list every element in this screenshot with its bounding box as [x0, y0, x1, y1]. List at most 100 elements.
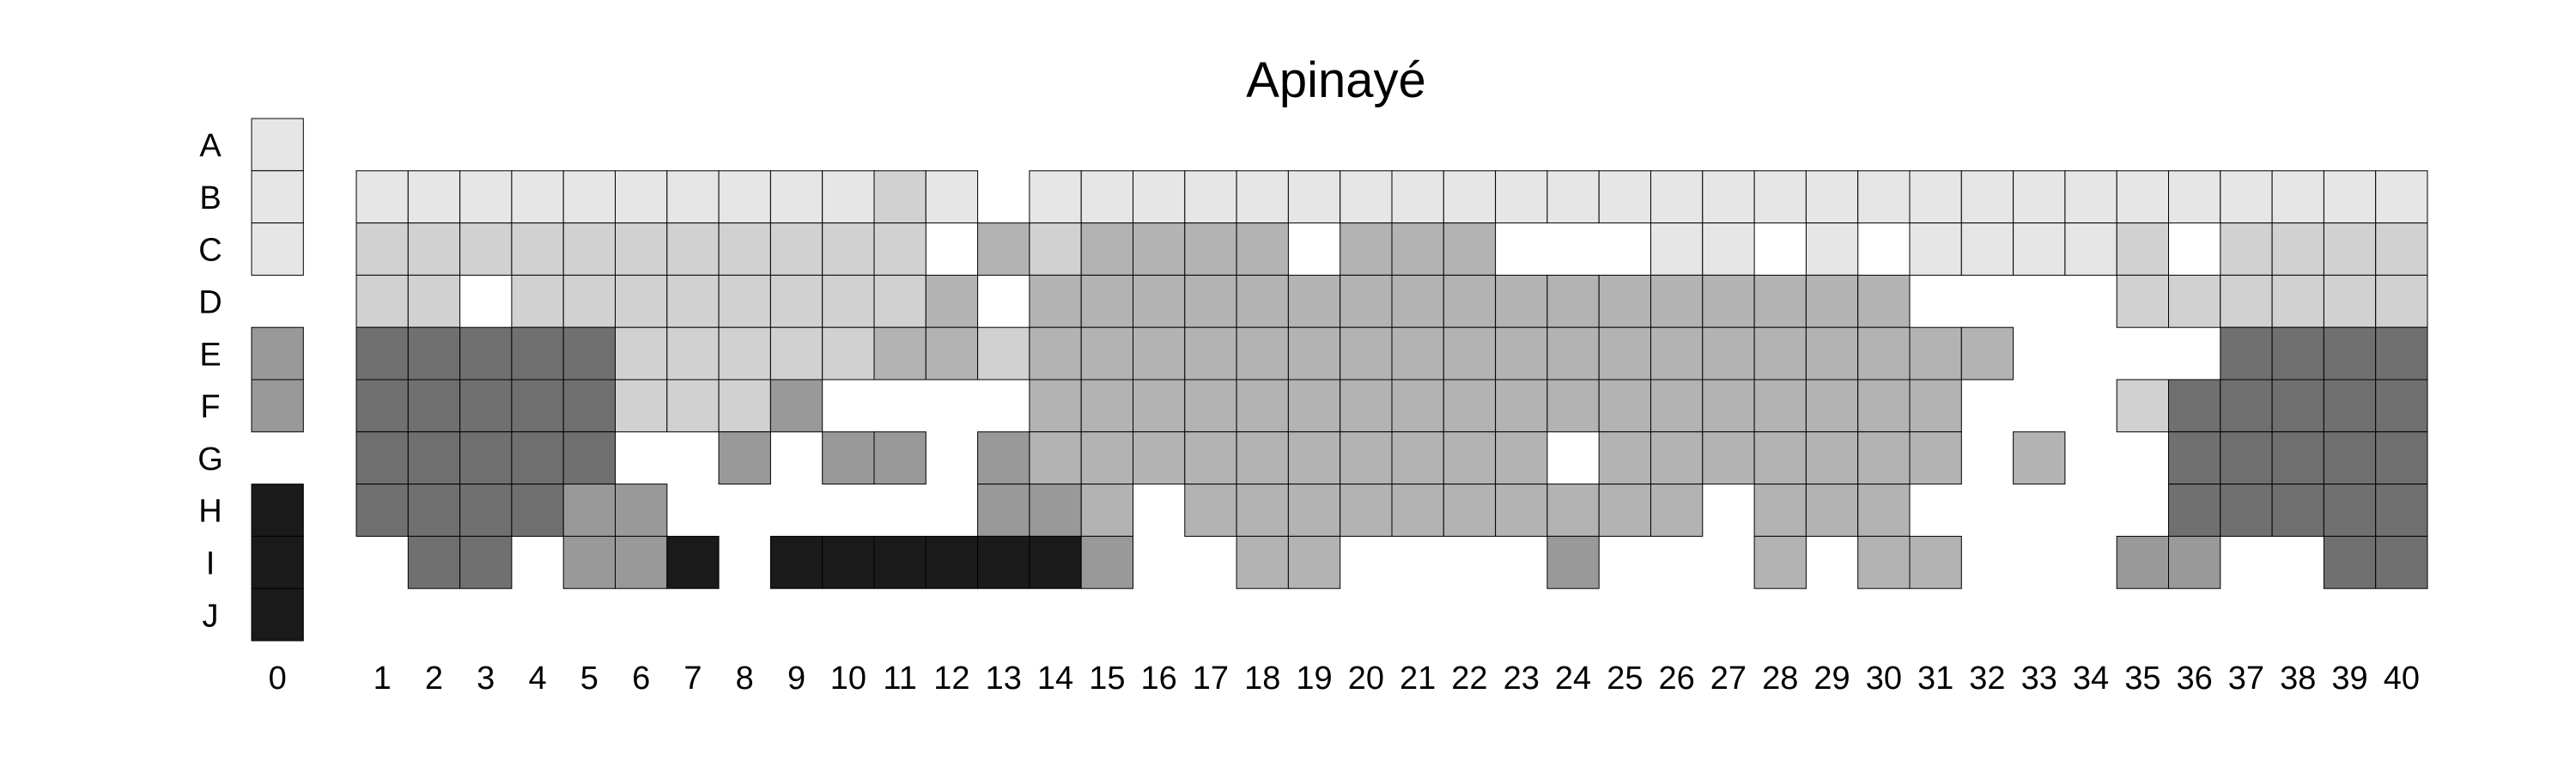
heatmap-cell-B-28	[1753, 170, 1807, 224]
heatmap-cell-B-8	[718, 170, 771, 224]
heatmap-cell-C-26	[1650, 222, 1704, 276]
heatmap-cell-E-38	[2271, 326, 2324, 380]
heatmap-cell-H-3	[459, 484, 513, 537]
heatmap-cell-G-11	[873, 431, 927, 485]
heatmap-cell-B-40	[2375, 170, 2428, 224]
heatmap-cell-G-31	[1909, 431, 1962, 485]
heatmap-cell-E-17	[1184, 326, 1237, 380]
heatmap-cell-F-24	[1546, 379, 1600, 433]
column-label-25: 25	[1607, 660, 1643, 697]
heatmap-cell-C-11	[873, 222, 927, 276]
column-label-3: 3	[477, 660, 495, 697]
heatmap-cell-D-29	[1805, 274, 1859, 328]
column-label-8: 8	[736, 660, 754, 697]
heatmap-cell-F-29	[1805, 379, 1859, 433]
heatmap-cell-D-16	[1133, 274, 1186, 328]
heatmap-cell-I-6	[615, 535, 668, 589]
heatmap-cell-E-32	[1960, 326, 2014, 380]
heatmap-cell-F-0	[251, 379, 304, 433]
heatmap-cell-I-10	[822, 535, 875, 589]
heatmap-cell-D-37	[2220, 274, 2273, 328]
row-label-D: D	[198, 284, 222, 320]
heatmap-cell-H-19	[1287, 484, 1341, 537]
heatmap-cell-D-22	[1443, 274, 1497, 328]
heatmap-cell-E-9	[769, 326, 823, 380]
column-label-21: 21	[1400, 660, 1436, 697]
column-label-14: 14	[1037, 660, 1073, 697]
heatmap-cell-C-13	[977, 222, 1030, 276]
heatmap-cell-H-23	[1495, 484, 1548, 537]
row-label-B: B	[199, 180, 221, 216]
column-label-19: 19	[1296, 660, 1332, 697]
heatmap-cell-G-5	[562, 431, 617, 485]
heatmap-cell-F-15	[1080, 379, 1133, 433]
heatmap-cell-C-4	[511, 222, 564, 276]
heatmap-cell-I-39	[2323, 535, 2377, 589]
heatmap-cell-F-39	[2323, 379, 2377, 433]
heatmap-cell-G-8	[718, 431, 771, 485]
heatmap-cell-E-16	[1133, 326, 1186, 380]
heatmap-cell-G-40	[2375, 431, 2428, 485]
heatmap-cell-B-32	[1960, 170, 2014, 224]
heatmap-cell-G-38	[2271, 431, 2324, 485]
heatmap-cell-I-3	[459, 535, 513, 589]
heatmap-cell-H-26	[1650, 484, 1704, 537]
heatmap-cell-G-1	[355, 431, 409, 485]
heatmap-cell-B-36	[2168, 170, 2221, 224]
heatmap-cell-G-37	[2220, 431, 2273, 485]
heatmap-cell-C-14	[1029, 222, 1082, 276]
cells-layer	[251, 118, 2428, 642]
heatmap-cell-H-18	[1236, 484, 1289, 537]
column-label-20: 20	[1348, 660, 1384, 697]
column-label-38: 38	[2280, 660, 2316, 697]
heatmap-cell-H-36	[2168, 484, 2221, 537]
column-label-39: 39	[2331, 660, 2367, 697]
heatmap-cell-E-26	[1650, 326, 1704, 380]
heatmap-cell-B-4	[511, 170, 564, 224]
heatmap-cell-G-33	[2013, 431, 2066, 485]
column-label-1: 1	[374, 660, 392, 697]
heatmap-cell-G-4	[511, 431, 564, 485]
heatmap-cell-E-37	[2220, 326, 2273, 380]
heatmap-cell-F-4	[511, 379, 564, 433]
heatmap-cell-B-39	[2323, 170, 2377, 224]
heatmap-cell-C-7	[666, 222, 720, 276]
heatmap-cell-D-17	[1184, 274, 1237, 328]
heatmap-cell-E-15	[1080, 326, 1133, 380]
heatmap-cell-E-11	[873, 326, 927, 380]
heatmap-cell-G-16	[1133, 431, 1186, 485]
heatmap-cell-G-17	[1184, 431, 1237, 485]
heatmap-cell-D-4	[511, 274, 564, 328]
heatmap-cell-G-30	[1857, 431, 1911, 485]
heatmap-cell-D-24	[1546, 274, 1600, 328]
heatmap-cell-G-20	[1340, 431, 1393, 485]
heatmap-cell-G-21	[1391, 431, 1444, 485]
heatmap-cell-E-12	[925, 326, 979, 380]
row-label-H: H	[198, 494, 222, 530]
heatmap-cell-F-23	[1495, 379, 1548, 433]
heatmap-cell-F-40	[2375, 379, 2428, 433]
column-label-28: 28	[1762, 660, 1798, 697]
heatmap-cell-H-4	[511, 484, 564, 537]
heatmap-cell-F-19	[1287, 379, 1341, 433]
heatmap-cell-E-40	[2375, 326, 2428, 380]
heatmap-cell-E-8	[718, 326, 771, 380]
heatmap-cell-D-23	[1495, 274, 1548, 328]
column-labels: 0 1 2 3 4 5 6 7 8 9 10 11 12 13 14 15 16 17 18 19 20 21 22 23 24…	[269, 660, 2420, 697]
heatmap-cell-D-14	[1029, 274, 1082, 328]
row-label-I: I	[206, 545, 216, 581]
column-label-4: 4	[528, 660, 546, 697]
heatmap-cell-E-1	[355, 326, 409, 380]
heatmap-cell-G-22	[1443, 431, 1497, 485]
heatmap-cell-D-40	[2375, 274, 2428, 328]
column-label-6: 6	[632, 660, 650, 697]
heatmap-cell-B-5	[562, 170, 617, 224]
column-label-0: 0	[269, 660, 287, 697]
heatmap-cell-H-30	[1857, 484, 1911, 537]
heatmap-cell-F-22	[1443, 379, 1497, 433]
heatmap-cell-C-3	[459, 222, 513, 276]
heatmap-cell-B-17	[1184, 170, 1237, 224]
heatmap-cell-B-0	[251, 170, 304, 224]
heatmap-cell-C-5	[562, 222, 617, 276]
heatmap-cell-B-35	[2116, 170, 2169, 224]
